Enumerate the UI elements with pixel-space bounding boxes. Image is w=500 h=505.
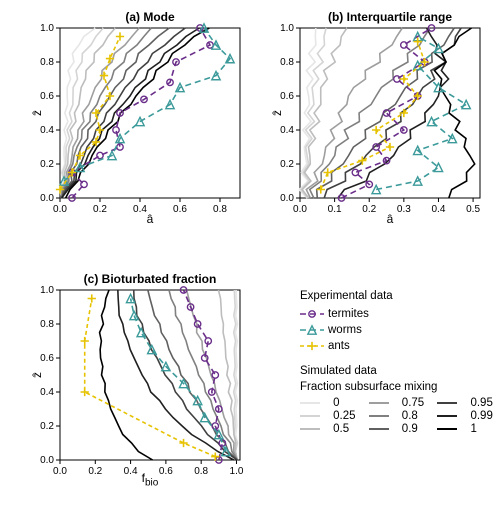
svg-text:1.0: 1.0 <box>40 23 54 34</box>
svg-text:0.8: 0.8 <box>40 319 54 330</box>
legend-sim-line-1 <box>437 428 457 430</box>
legend-exp-label-ants: ants <box>328 340 350 352</box>
panel-b: (b) Interquartile range ẑ â 0.00.10.20.3… <box>300 28 480 198</box>
svg-text:0.8: 0.8 <box>280 57 294 68</box>
svg-text:0.4: 0.4 <box>40 125 54 136</box>
panel-b-title: (b) Interquartile range <box>300 10 480 24</box>
legend-sim-label-0: 0 <box>333 397 363 409</box>
legend-exp-row-termites: termites <box>300 306 490 322</box>
svg-text:1.0: 1.0 <box>40 285 54 296</box>
panel-b-xlabel: â <box>300 212 480 226</box>
svg-text:0.6: 0.6 <box>40 353 54 364</box>
panel-b-ylabel: ẑ <box>270 110 284 116</box>
legend-sim-label-0.95: 0.95 <box>470 397 500 409</box>
figure: (a) Mode ẑ â 0.00.20.40.60.80.00.20.40.6… <box>0 0 500 505</box>
legend-exp-title: Experimental data <box>300 290 490 302</box>
svg-text:0.4: 0.4 <box>40 387 54 398</box>
legend-exp-row-ants: ants <box>300 338 490 354</box>
panel-a-ylabel: ẑ <box>30 110 44 116</box>
panel-a: (a) Mode ẑ â 0.00.20.40.60.80.00.20.40.6… <box>60 28 240 198</box>
legend-sim-line-0 <box>300 402 320 404</box>
legend-exp-label-termites: termites <box>328 308 369 320</box>
legend-sim-line-0.5 <box>300 428 320 430</box>
legend-sim-grid: 0 0.75 0.95 0.25 0.8 0.99 0.5 0.9 1 <box>300 397 500 435</box>
svg-text:0.0: 0.0 <box>40 455 54 466</box>
svg-text:0.0: 0.0 <box>280 193 294 204</box>
legend-sim-label-0.25: 0.25 <box>333 410 363 422</box>
legend-sim-label-0.8: 0.8 <box>402 410 432 422</box>
legend-sim-label-0.99: 0.99 <box>470 410 500 422</box>
panel-a-svg: 0.00.20.40.60.80.00.20.40.60.81.0 <box>60 28 240 198</box>
panel-b-svg: 0.00.10.20.30.40.50.00.20.40.60.81.0 <box>300 28 480 198</box>
legend-exp-row-worms: worms <box>300 322 490 338</box>
legend-exp-swatch-worms <box>300 323 324 337</box>
svg-text:0.2: 0.2 <box>40 159 54 170</box>
panel-c-title: (c) Bioturbated fraction <box>60 272 240 286</box>
legend-sim-title1: Simulated data <box>300 365 500 377</box>
legend-sim-label-0.9: 0.9 <box>402 423 432 435</box>
svg-text:0.2: 0.2 <box>40 421 54 432</box>
legend-simulated: Simulated data Fraction subsurface mixin… <box>300 365 500 435</box>
panel-c: (c) Bioturbated fraction ẑ fbio 0.00.20.… <box>60 290 240 460</box>
panel-a-xlabel: â <box>60 212 240 226</box>
panel-c-svg: 0.00.20.40.60.81.00.00.20.40.60.81.0 <box>60 290 240 460</box>
legend-sim-title2: Fraction subsurface mixing <box>300 381 500 393</box>
legend-experimental: Experimental data termites worms ants <box>300 290 490 354</box>
svg-text:0.6: 0.6 <box>280 91 294 102</box>
legend-sim-label-0.75: 0.75 <box>402 397 432 409</box>
legend-sim-line-0.25 <box>300 415 320 417</box>
legend-sim-label-0.5: 0.5 <box>333 423 363 435</box>
legend-sim-line-0.95 <box>437 402 457 404</box>
svg-text:0.8: 0.8 <box>40 57 54 68</box>
legend-sim-line-0.9 <box>369 428 389 430</box>
legend-sim-label-1: 1 <box>470 423 500 435</box>
svg-text:1.0: 1.0 <box>280 23 294 34</box>
legend-sim-line-0.8 <box>369 415 389 417</box>
svg-text:0.6: 0.6 <box>40 91 54 102</box>
svg-text:0.4: 0.4 <box>280 125 294 136</box>
svg-text:0.2: 0.2 <box>280 159 294 170</box>
panel-c-xlabel: fbio <box>60 471 240 488</box>
legend-sim-line-0.75 <box>369 402 389 404</box>
legend-sim-line-0.99 <box>437 415 457 417</box>
legend-exp-rows: termites worms ants <box>300 306 490 354</box>
legend-exp-swatch-ants <box>300 339 324 353</box>
svg-text:0.0: 0.0 <box>40 193 54 204</box>
legend-exp-label-worms: worms <box>328 324 362 336</box>
panel-a-title: (a) Mode <box>60 10 240 24</box>
panel-c-ylabel: ẑ <box>30 372 44 378</box>
legend-exp-swatch-termites <box>300 307 324 321</box>
